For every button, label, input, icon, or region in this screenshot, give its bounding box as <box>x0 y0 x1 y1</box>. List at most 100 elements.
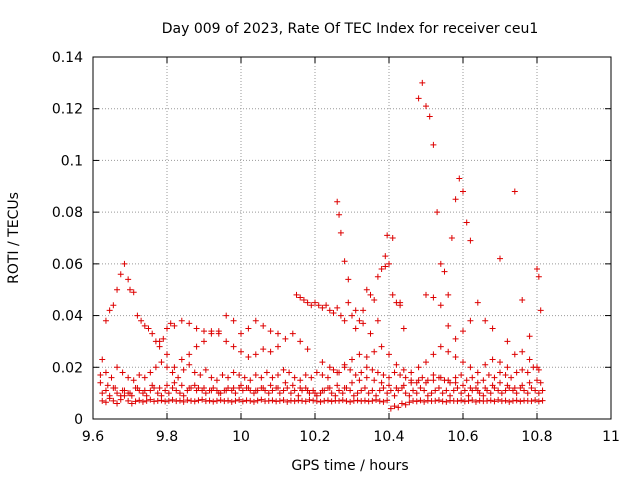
data-point <box>304 387 311 394</box>
data-point <box>141 387 148 394</box>
data-point <box>380 398 387 405</box>
data-point <box>460 188 466 195</box>
data-point <box>236 372 243 379</box>
data-point <box>178 317 185 324</box>
data-point <box>114 286 121 293</box>
data-point <box>535 390 542 397</box>
data-point <box>119 369 126 376</box>
data-point <box>252 351 259 358</box>
data-point <box>230 317 237 324</box>
chart-title: Day 009 of 2023, Rate Of TEC Index for r… <box>162 21 538 37</box>
data-point <box>432 387 439 394</box>
data-point <box>260 384 267 391</box>
data-point <box>387 387 394 394</box>
data-point <box>210 398 217 405</box>
data-point <box>526 333 533 340</box>
data-point <box>188 397 195 404</box>
data-point <box>363 364 370 371</box>
data-point <box>363 353 370 360</box>
data-point <box>347 387 354 394</box>
data-point <box>358 387 365 394</box>
data-point <box>154 397 161 404</box>
data-point <box>341 384 348 391</box>
data-point <box>506 398 513 405</box>
data-point <box>114 364 121 371</box>
data-point <box>336 397 343 404</box>
data-point <box>267 328 274 335</box>
data-point <box>110 302 117 309</box>
data-point <box>350 392 357 399</box>
data-point <box>312 299 318 306</box>
data-point <box>334 369 341 376</box>
data-point <box>371 348 378 355</box>
y-tick-label: 0.08 <box>52 205 83 221</box>
data-point <box>147 396 154 403</box>
data-point <box>441 377 448 384</box>
data-point <box>382 263 389 270</box>
data-point <box>147 369 154 376</box>
data-point <box>302 372 309 379</box>
data-point <box>114 390 121 397</box>
data-point <box>164 351 170 358</box>
data-point <box>297 338 304 345</box>
data-point <box>151 398 158 405</box>
data-point <box>424 377 431 384</box>
data-point <box>156 343 163 350</box>
data-point <box>430 141 437 148</box>
y-tick-label: 0.04 <box>52 309 83 325</box>
data-point <box>221 398 228 405</box>
data-point <box>176 390 183 397</box>
data-point <box>287 390 294 397</box>
data-point <box>419 374 426 381</box>
data-point <box>215 390 222 397</box>
data-point <box>156 338 163 345</box>
data-point <box>378 266 385 273</box>
data-point <box>225 397 232 404</box>
y-tick-label: 0.12 <box>52 102 83 118</box>
data-point <box>308 374 315 381</box>
data-point <box>97 372 104 379</box>
data-point <box>517 398 524 405</box>
data-point <box>250 398 257 405</box>
data-point <box>461 398 468 405</box>
data-point <box>447 392 454 399</box>
data-point <box>452 353 459 360</box>
data-point <box>130 289 137 296</box>
data-point <box>415 95 422 102</box>
data-point <box>102 387 109 394</box>
data-point <box>358 369 365 376</box>
data-point <box>138 317 145 324</box>
data-point <box>282 379 289 386</box>
data-point <box>284 384 291 391</box>
data-point <box>495 396 502 403</box>
data-point <box>312 390 318 397</box>
data-point <box>423 291 429 298</box>
data-point <box>430 377 437 384</box>
data-point <box>374 317 381 324</box>
data-points <box>97 79 546 412</box>
data-point <box>125 374 132 381</box>
data-point <box>445 291 452 298</box>
data-point <box>445 322 452 329</box>
data-point <box>169 396 176 403</box>
data-point <box>269 397 276 404</box>
data-point <box>487 397 494 404</box>
data-point <box>369 397 376 404</box>
data-point <box>125 397 132 404</box>
data-point <box>413 390 420 397</box>
data-point <box>443 398 450 405</box>
data-point <box>482 361 489 368</box>
data-point <box>423 103 429 110</box>
data-point <box>154 390 161 397</box>
data-point <box>354 390 361 397</box>
data-point <box>202 390 209 397</box>
data-point <box>186 351 193 358</box>
data-point <box>480 392 487 399</box>
data-point <box>397 372 404 379</box>
data-point <box>119 387 126 394</box>
data-point <box>239 398 246 405</box>
data-point <box>202 398 209 405</box>
data-point <box>428 390 435 397</box>
data-point <box>341 258 348 265</box>
data-point <box>343 398 350 405</box>
